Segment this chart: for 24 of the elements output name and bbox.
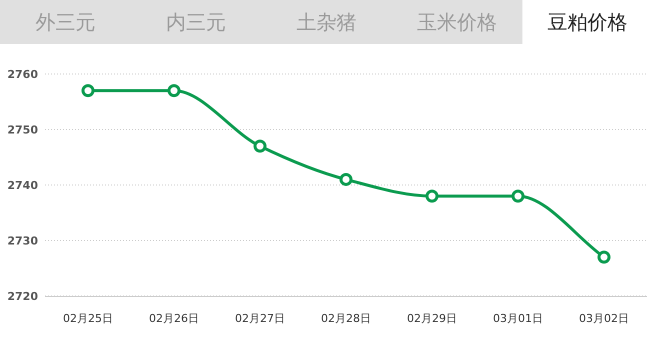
text: 土杂猪 (296, 10, 356, 34)
x-tick-label: 02月29日 (407, 312, 457, 325)
point (598, 250, 610, 264)
text: 玉米价格 (417, 10, 498, 34)
text: 外三元 (35, 10, 96, 34)
y-tick-label: 2730 (7, 234, 38, 248)
point (254, 140, 266, 153)
y-tick-label: 2760 (7, 68, 38, 81)
point (340, 172, 352, 186)
point (426, 190, 438, 203)
chart-title: 豆粕价格 (548, 10, 628, 34)
x-tick-label: 02月27日 (235, 312, 285, 325)
y-tick-label: 2720 (7, 290, 38, 303)
point (168, 84, 180, 98)
x-tick-label: 03月02日 (579, 312, 629, 325)
y-tick-label: 2750 (7, 124, 38, 136)
x-tick-label: 02月25日 (63, 312, 113, 325)
y-tick-label: 2740 (7, 179, 38, 192)
point (512, 190, 524, 203)
x-tick-label: 02月28日 (321, 312, 371, 325)
text: 内三元 (166, 10, 226, 34)
x-tick-label: 02月26日 (149, 312, 199, 325)
x-tick-label: 03月01日 (493, 312, 543, 325)
point (82, 84, 94, 98)
